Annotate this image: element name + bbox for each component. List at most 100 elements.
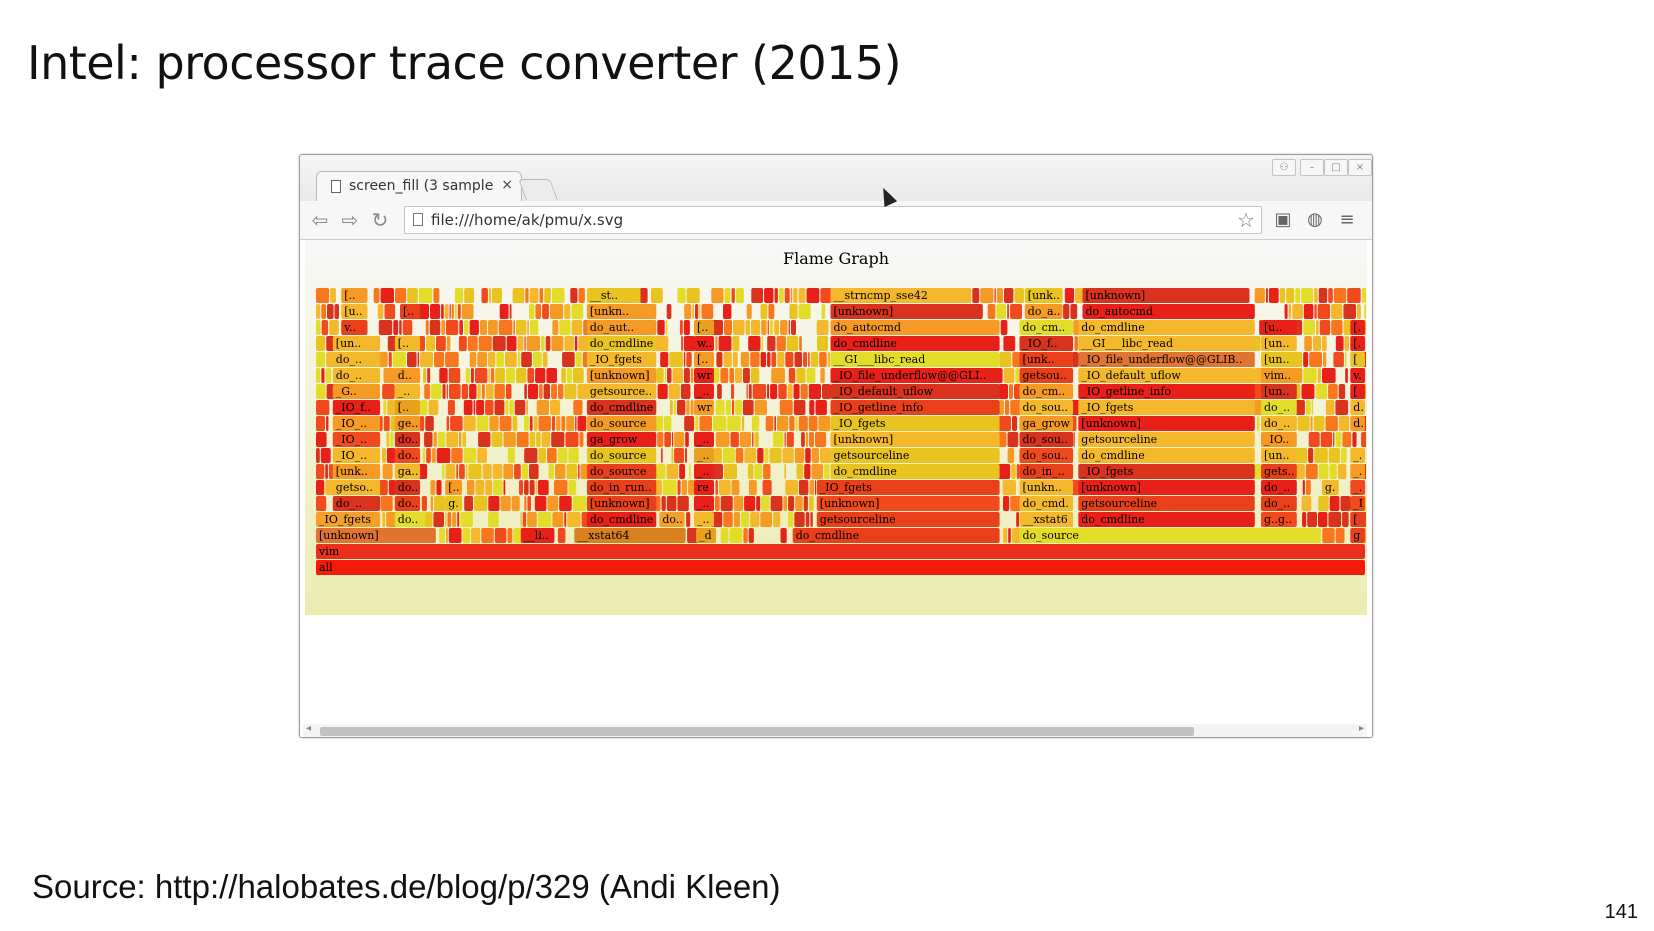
flame-frame[interactable]: g..g.. (1261, 512, 1297, 527)
flame-frame[interactable]: [unknown] (1082, 288, 1250, 303)
flame-frame[interactable]: [.. (394, 400, 421, 415)
flame-frame[interactable]: ga_grow (586, 432, 657, 447)
flame-frame[interactable]: ga.. (394, 464, 421, 479)
flame-frame[interactable]: [unknown] (586, 496, 657, 511)
flame-frame[interactable]: do_cmdline (830, 464, 1000, 479)
flame-frame[interactable]: __strncmp_sse42 (830, 288, 972, 303)
flame-frame[interactable]: do_.. (1261, 416, 1297, 431)
flame-frame[interactable]: do_cmdline (1078, 320, 1255, 335)
flame-frame[interactable]: _I (1350, 496, 1366, 511)
flame-frame[interactable]: _IO_.. (332, 416, 381, 431)
flame-frame[interactable]: wr (694, 400, 714, 415)
flame-frame[interactable]: [.. (445, 480, 463, 495)
flame-frame[interactable]: _.. (694, 464, 714, 479)
flame-frame[interactable]: do_aut.. (586, 320, 657, 335)
flame-frame[interactable]: __GI___libc_read (1078, 336, 1255, 351)
flame-frame[interactable]: [unk.. (1024, 288, 1063, 303)
flame-frame[interactable]: [un.. (1261, 384, 1297, 399)
flame-frame[interactable]: do_autocmd (1082, 304, 1255, 319)
flame-frame[interactable]: _. (1350, 480, 1366, 495)
flame-frame[interactable]: do_sou.. (1019, 400, 1074, 415)
maximize-icon[interactable]: □ (1324, 159, 1348, 176)
flame-frame[interactable]: [. (1350, 320, 1366, 335)
flame-frame[interactable]: _.. (694, 432, 714, 447)
flame-frame[interactable]: _IO_fgets (830, 416, 1000, 431)
flame-frame[interactable]: _IO.. (1261, 432, 1297, 447)
forward-icon[interactable]: ⇨ (341, 208, 359, 232)
flame-frame[interactable]: [unk.. (1019, 352, 1074, 367)
flame-frame[interactable]: [unknown] (316, 528, 436, 543)
flame-frame[interactable]: _IO_fgets (1078, 464, 1255, 479)
horizontal-scrollbar[interactable]: ◂ ▸ (303, 723, 1367, 737)
flame-frame[interactable]: v.. (341, 320, 368, 335)
flame-frame[interactable]: _.. (394, 384, 421, 399)
flame-frame[interactable]: w.. (694, 336, 714, 351)
flame-frame[interactable]: _IO_getline_info (830, 400, 1000, 415)
flame-frame[interactable]: [u.. (1261, 320, 1297, 335)
flame-frame[interactable]: [.. (341, 288, 368, 303)
flame-frame[interactable]: [.. (694, 320, 714, 335)
flame-frame[interactable]: __xstat6 (1019, 512, 1074, 527)
flame-frame[interactable]: do_source (586, 464, 657, 479)
flame-frame[interactable]: [u.. (341, 304, 368, 319)
star-icon[interactable]: ☆ (1237, 208, 1255, 232)
scrollbar-thumb[interactable] (320, 727, 1194, 736)
flame-frame[interactable]: _d (696, 528, 717, 543)
flame-frame[interactable]: __li.. (520, 528, 555, 543)
flame-frame[interactable]: _IO_getline_info (1078, 384, 1255, 399)
tab-close-icon[interactable]: × (501, 177, 513, 193)
scroll-right-icon[interactable]: ▸ (1358, 723, 1364, 734)
flame-frame[interactable]: do_cmdline (792, 528, 1000, 543)
flame-frame[interactable]: do.. (394, 480, 421, 495)
flame-frame[interactable]: __xstat64 (574, 528, 686, 543)
flame-frame[interactable]: [unknown] (816, 496, 1000, 511)
flame-frame[interactable]: vim (316, 544, 1365, 559)
menu-icon[interactable]: ≡ (1339, 209, 1355, 230)
minimize-icon[interactable]: – (1300, 159, 1324, 176)
flame-frame[interactable]: vim.. (1261, 368, 1297, 383)
flame-frame[interactable]: _. (1350, 448, 1366, 463)
browser-tab[interactable]: screen_fill (3 sample × (316, 171, 522, 201)
flame-frame[interactable]: _.. (694, 384, 714, 399)
scroll-left-icon[interactable]: ◂ (306, 723, 312, 734)
flame-frame[interactable]: do_cmdline (586, 512, 657, 527)
flame-frame[interactable]: [un.. (1261, 352, 1297, 367)
address-bar[interactable]: file:///home/ak/pmu/x.svg ☆ (404, 206, 1262, 234)
flame-frame[interactable]: _IO_.. (332, 448, 381, 463)
new-tab-button[interactable] (518, 179, 558, 200)
flame-frame[interactable]: do_sou.. (1019, 432, 1074, 447)
flame-frame[interactable]: do.. (394, 496, 421, 511)
flame-frame[interactable]: v. (1350, 368, 1366, 383)
flame-frame[interactable]: getsou.. (1019, 368, 1074, 383)
flame-frame[interactable]: [.. (394, 336, 421, 351)
flame-frame[interactable]: do.. (394, 448, 421, 463)
flame-frame[interactable]: do_.. (1261, 496, 1297, 511)
flame-frame[interactable]: _.. (694, 496, 714, 511)
flame-frame[interactable]: [ (1350, 512, 1366, 527)
flame-frame[interactable]: [ (1350, 352, 1366, 367)
flame-frame[interactable]: getsource.. (586, 384, 657, 399)
globe-icon[interactable]: ◍ (1307, 209, 1323, 230)
flame-frame[interactable]: do_cmd. (1019, 496, 1074, 511)
flame-frame[interactable]: do_a.. (1024, 304, 1063, 319)
flame-frame[interactable]: _IO_fgets (816, 480, 1000, 495)
flame-frame[interactable]: [un.. (1261, 448, 1297, 463)
flame-frame[interactable]: [unknown] (586, 368, 657, 383)
flame-frame[interactable]: _.. (694, 448, 714, 463)
flame-frame[interactable]: _.. (694, 512, 714, 527)
flame-frame[interactable]: _IO_f.. (1019, 336, 1074, 351)
flame-frame[interactable]: getsourceline (816, 512, 1000, 527)
flame-frame[interactable]: do_source (1019, 528, 1321, 543)
flame-frame[interactable]: do_.. (332, 496, 381, 511)
flame-frame[interactable]: gets.. (1261, 464, 1297, 479)
flame-frame[interactable]: _IO_file_underflow@@GLI.. (830, 368, 1000, 383)
flame-frame[interactable]: _. (1350, 464, 1366, 479)
flame-frame[interactable]: do_autocmd (830, 320, 1000, 335)
flame-frame[interactable]: [unkn.. (1019, 480, 1074, 495)
flame-frame[interactable]: _IO_f.. (332, 400, 381, 415)
flame-frame[interactable]: do_cmdline (586, 336, 657, 351)
flame-frame[interactable]: [. (1350, 336, 1366, 351)
flame-frame[interactable]: do.. (394, 432, 421, 447)
flame-frame[interactable]: _G.. (332, 384, 381, 399)
flame-frame[interactable]: do_cmdline (586, 400, 657, 415)
